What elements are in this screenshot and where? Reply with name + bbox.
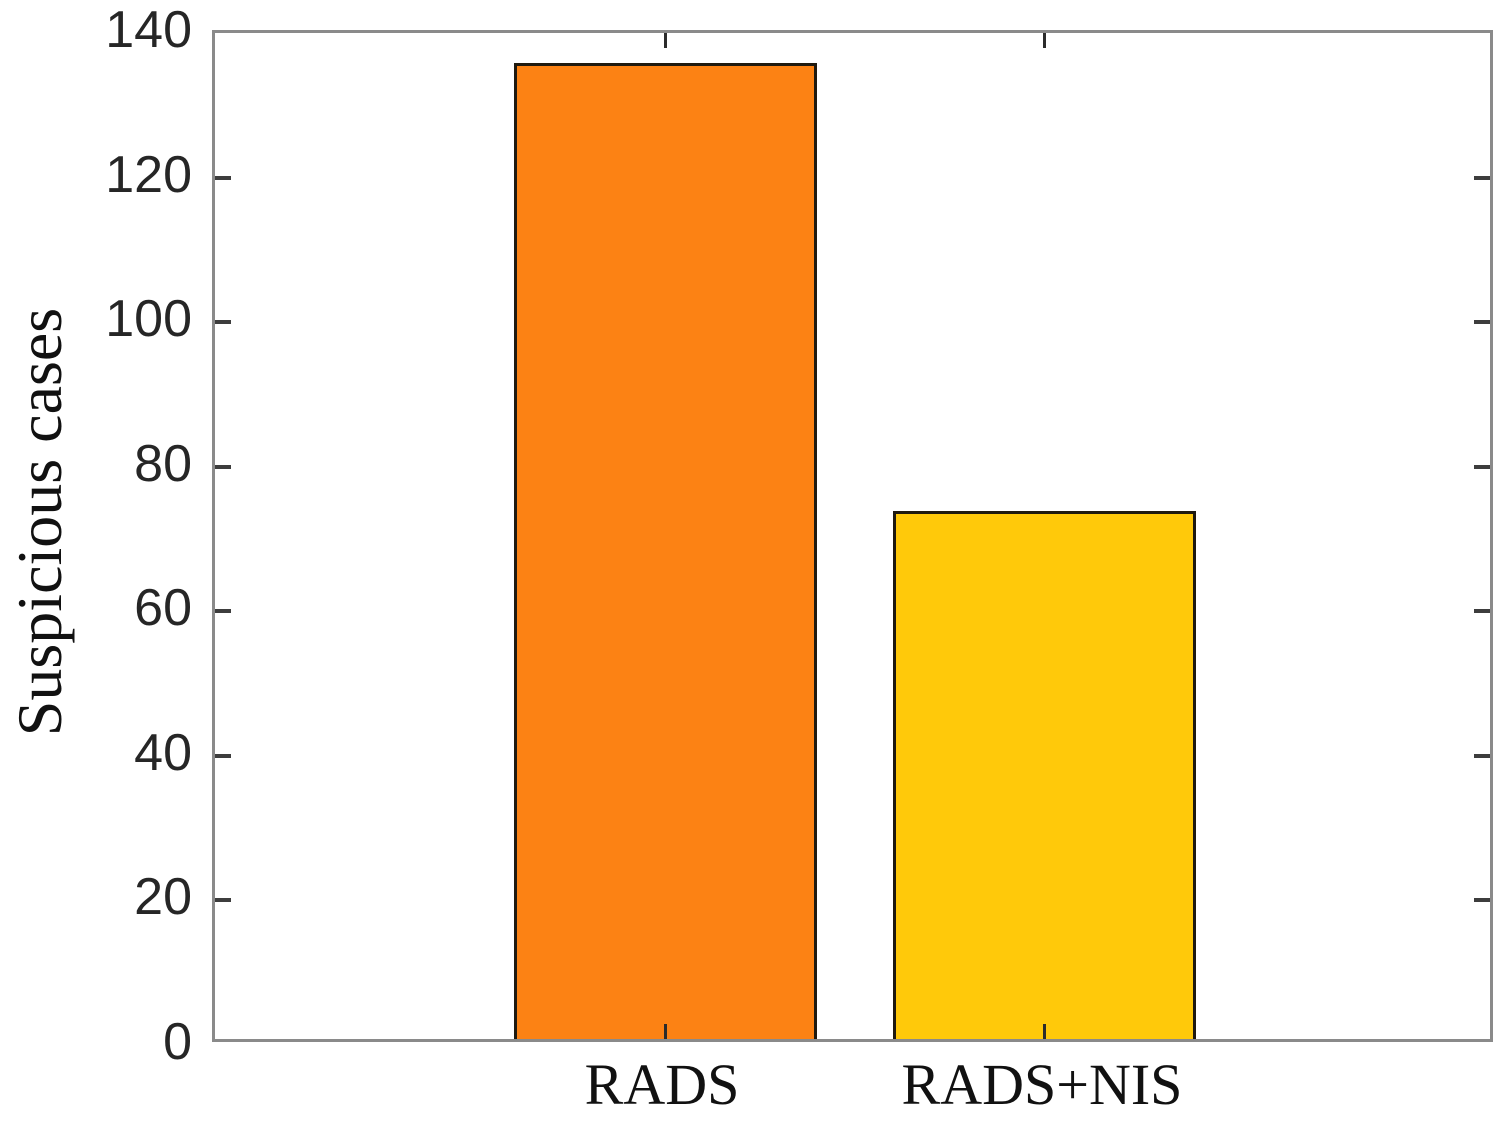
y-axis-title: Suspicious cases — [4, 307, 75, 737]
y-tick-mark — [215, 465, 231, 469]
y-tick-mark — [1474, 754, 1490, 758]
y-tick-mark — [215, 754, 231, 758]
y-tick-mark — [215, 609, 231, 613]
y-tick-label: 140 — [105, 1, 192, 59]
y-tick-mark — [215, 898, 231, 902]
x-tick-mark — [1043, 33, 1046, 48]
y-tick-mark — [1474, 320, 1490, 324]
y-tick-label: 20 — [134, 868, 192, 926]
x-tick-label-rads-nis: RADS+NIS — [901, 1052, 1183, 1117]
x-tick-label-rads: RADS — [584, 1052, 740, 1117]
bar-rads-nis — [893, 511, 1196, 1039]
bar-rads — [514, 63, 817, 1039]
y-tick-mark — [1474, 465, 1490, 469]
y-tick-label: 40 — [134, 724, 192, 782]
x-tick-mark — [664, 1024, 667, 1039]
y-tick-label: 100 — [105, 290, 192, 348]
y-tick-mark — [1474, 898, 1490, 902]
y-tick-mark — [215, 176, 231, 180]
y-tick-mark — [1474, 609, 1490, 613]
y-tick-label: 0 — [163, 1013, 192, 1071]
y-tick-label: 60 — [134, 579, 192, 637]
x-tick-mark — [664, 33, 667, 48]
y-tick-label: 80 — [134, 435, 192, 493]
y-tick-mark — [215, 320, 231, 324]
plot-area — [212, 30, 1493, 1042]
y-tick-label: 120 — [105, 146, 192, 204]
y-tick-mark — [1474, 176, 1490, 180]
x-tick-mark — [1043, 1024, 1046, 1039]
